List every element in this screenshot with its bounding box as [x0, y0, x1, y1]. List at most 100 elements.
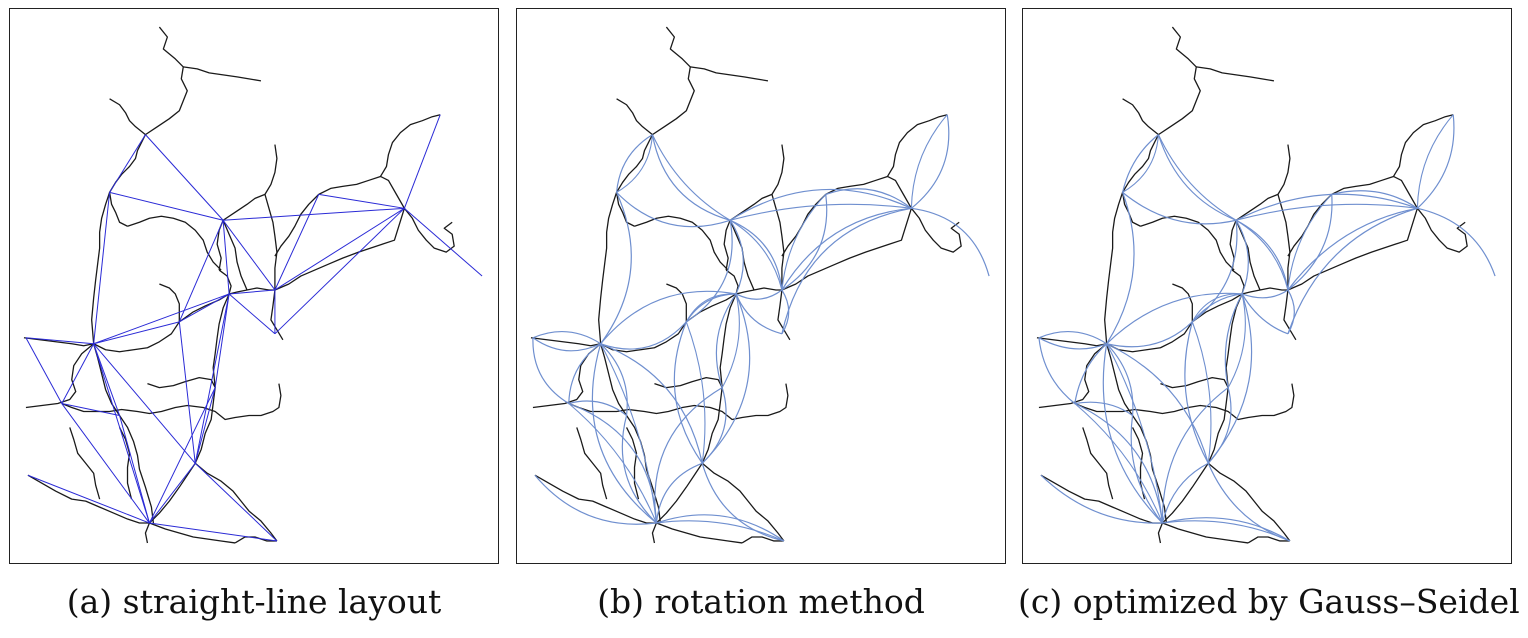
straight-edge [228, 293, 276, 335]
network-path [145, 26, 188, 136]
curved-edge [651, 134, 731, 221]
curved-edge [532, 331, 601, 345]
network-path [91, 192, 111, 344]
curved-edge [1106, 343, 1209, 464]
curved-edge [532, 337, 601, 352]
straight-edge [61, 403, 120, 416]
curved-edge [1416, 114, 1454, 209]
straight-edge [403, 114, 441, 209]
network-path [1191, 293, 1243, 323]
curved-edge [600, 343, 628, 416]
curved-edge [1038, 331, 1107, 345]
straight-edge [194, 387, 216, 464]
straight-edge [93, 192, 111, 344]
curved-edge [729, 203, 912, 221]
curved-edge [685, 293, 737, 323]
curved-edge [1287, 207, 1418, 291]
curved-edge [1106, 292, 1243, 345]
straight-edge [93, 343, 196, 464]
curved-edge [616, 134, 653, 193]
network-path [825, 114, 948, 195]
network-path [910, 207, 962, 253]
network-path [194, 293, 230, 464]
curved-edge [532, 337, 570, 405]
curved-edge [825, 188, 912, 209]
curved-edge [1074, 403, 1163, 524]
network-path [887, 175, 912, 209]
curved-edge [1122, 134, 1159, 193]
network-path [1122, 98, 1159, 136]
curved-edge [654, 387, 723, 524]
curved-edge [729, 188, 912, 221]
network-path [666, 283, 687, 322]
curved-edge [701, 387, 727, 464]
network-path [656, 522, 743, 544]
network-path [534, 474, 657, 524]
curved-edge [1191, 321, 1212, 464]
network-path [270, 289, 284, 341]
curved-edge [1207, 463, 1291, 542]
straight-edge [194, 462, 278, 542]
straight-edge [229, 289, 275, 295]
network-path [264, 194, 278, 290]
panel-straight-line-layout [9, 8, 499, 564]
network-path [725, 269, 739, 295]
curved-edge [701, 293, 751, 464]
network-path [1235, 144, 1291, 221]
network-path [1038, 343, 1108, 409]
straight-edge [178, 321, 196, 464]
curved-edge [568, 402, 658, 524]
network-path [127, 215, 222, 271]
network-path [576, 427, 608, 500]
curved-edge [600, 290, 737, 345]
base-network [1036, 26, 1468, 544]
curved-edge [673, 321, 703, 464]
curved-edge [1191, 293, 1243, 323]
network-path [690, 66, 769, 82]
curved-edge [600, 343, 703, 464]
network-path [1160, 376, 1229, 389]
straight-edge [93, 343, 150, 524]
curved-edge [1287, 207, 1418, 335]
caption-a: (a) straight-line layout [66, 582, 442, 621]
curved-edge [600, 192, 632, 345]
network-path [1082, 427, 1114, 500]
curved-edge [781, 207, 912, 291]
curved-edge [781, 289, 790, 335]
panel-rotation-method [516, 8, 1006, 564]
curved-edge [1241, 289, 1289, 299]
curved-edge [910, 114, 948, 209]
network-path [600, 343, 662, 524]
curved-edge [1235, 219, 1249, 295]
curved-edge [1161, 462, 1209, 524]
curved-edge [600, 321, 687, 350]
graph-drawing-gauss-seidel [1036, 26, 1496, 544]
straight-edge [318, 193, 405, 209]
curved-edge [1417, 207, 1496, 277]
network-path [1074, 383, 1295, 421]
network-path [61, 383, 282, 421]
network-path [1207, 462, 1291, 542]
network-path [729, 144, 785, 221]
network-path [1157, 462, 1209, 544]
graph-drawing-rotation [530, 26, 990, 544]
straight-edge [404, 207, 483, 277]
network-path [218, 269, 232, 295]
network-path [274, 208, 406, 291]
straight-edge [27, 474, 150, 524]
curved-edge [615, 134, 653, 193]
network-path [1231, 269, 1245, 295]
network-path [109, 98, 146, 136]
network-path [1287, 208, 1419, 291]
network-path [530, 337, 601, 347]
curved-edge [1224, 293, 1243, 388]
curved-edge [1074, 402, 1164, 524]
network-path [1247, 536, 1290, 544]
straight-edge [222, 219, 276, 291]
network-path [741, 536, 784, 544]
network-path [222, 220, 248, 291]
straight-edge [61, 403, 150, 524]
network-path [144, 462, 196, 544]
network-path [771, 194, 785, 290]
curved-edge [621, 415, 657, 524]
